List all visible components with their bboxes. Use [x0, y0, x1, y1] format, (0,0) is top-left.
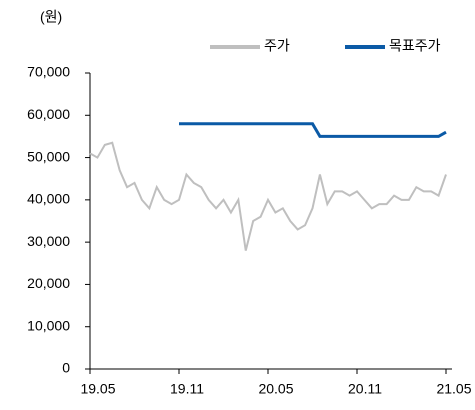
y-tick-label: 60,000: [27, 106, 70, 122]
y-tick-label: 30,000: [27, 233, 70, 249]
y-tick-label: 70,000: [27, 64, 70, 80]
x-tick-label: 19.11: [170, 381, 204, 397]
y-tick-label: 0: [62, 360, 70, 376]
legend-label: 주가: [264, 38, 290, 54]
x-tick-label: 21.05: [436, 381, 471, 397]
legend-label: 목표주가: [389, 38, 441, 54]
unit-label: (원): [40, 9, 62, 25]
x-tick-label: 20.05: [258, 381, 293, 397]
y-tick-label: 50,000: [27, 148, 70, 164]
y-tick-label: 20,000: [27, 275, 70, 291]
y-tick-label: 10,000: [27, 317, 70, 333]
series-line: [89, 141, 447, 251]
series-line: [179, 122, 447, 138]
x-tick-label: 19.05: [80, 381, 115, 397]
y-tick-label: 40,000: [27, 191, 70, 207]
x-tick-label: 20.11: [348, 381, 382, 397]
